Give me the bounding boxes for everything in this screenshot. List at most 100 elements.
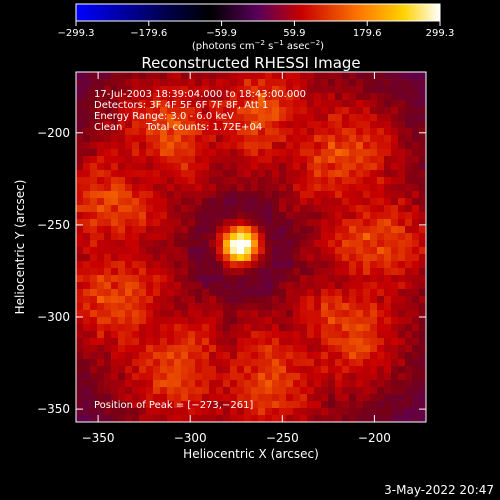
heatmap-cell xyxy=(104,303,112,311)
heatmap-cell xyxy=(419,191,426,199)
heatmap-cell xyxy=(391,324,399,332)
heatmap-cell xyxy=(370,107,378,115)
heatmap-cell xyxy=(202,268,210,276)
heatmap-cell xyxy=(139,394,147,402)
heatmap-cell xyxy=(174,226,182,234)
heatmap-cell xyxy=(279,331,287,339)
heatmap-cell xyxy=(90,324,98,332)
heatmap-cell xyxy=(321,128,329,136)
heatmap-cell xyxy=(230,254,238,262)
heatmap-cell xyxy=(118,212,126,220)
heatmap-cell xyxy=(342,268,350,276)
heatmap-cell xyxy=(167,72,175,80)
heatmap-cell xyxy=(139,121,147,129)
heatmap-cell xyxy=(286,191,294,199)
heatmap-cell xyxy=(167,142,175,150)
heatmap-cell xyxy=(412,93,420,101)
heatmap-cell xyxy=(258,387,266,395)
heatmap-cell xyxy=(153,219,161,227)
heatmap-cell xyxy=(244,142,252,150)
heatmap-cell xyxy=(223,114,231,122)
heatmap-cell xyxy=(139,345,147,353)
heatmap-cell xyxy=(412,261,420,269)
heatmap-cell xyxy=(160,303,168,311)
heatmap-cell xyxy=(181,86,189,94)
heatmap-cell xyxy=(279,289,287,297)
heatmap-cell xyxy=(160,184,168,192)
heatmap-cell xyxy=(111,317,119,325)
heatmap-cell xyxy=(314,135,322,143)
heatmap-cell xyxy=(111,268,119,276)
heatmap-cell xyxy=(97,177,105,185)
heatmap-cell xyxy=(118,303,126,311)
heatmap-cell xyxy=(244,163,252,171)
heatmap-cell xyxy=(258,79,266,87)
heatmap-cell xyxy=(356,163,364,171)
heatmap-cell xyxy=(139,191,147,199)
heatmap-cell xyxy=(356,268,364,276)
heatmap-cell xyxy=(251,268,259,276)
heatmap-cell xyxy=(391,226,399,234)
heatmap-cell xyxy=(419,121,426,129)
heatmap-cell xyxy=(167,219,175,227)
heatmap-cell xyxy=(132,184,140,192)
heatmap-cell xyxy=(209,352,217,360)
heatmap-cell xyxy=(104,121,112,129)
heatmap-cell xyxy=(328,359,336,367)
heatmap-cell xyxy=(202,149,210,157)
heatmap-cell xyxy=(216,415,224,422)
heatmap-cell xyxy=(356,387,364,395)
heatmap-cell xyxy=(398,86,406,94)
heatmap-cell xyxy=(398,156,406,164)
heatmap-cell xyxy=(412,233,420,241)
heatmap-cell xyxy=(90,198,98,206)
heatmap-cell xyxy=(412,401,420,409)
heatmap-cell xyxy=(188,170,196,178)
heatmap-cell xyxy=(265,345,273,353)
heatmap-cell xyxy=(307,373,315,381)
heatmap-cell xyxy=(118,177,126,185)
heatmap-cell xyxy=(244,212,252,220)
heatmap-cell xyxy=(363,331,371,339)
heatmap-cell xyxy=(202,394,210,402)
heatmap-cell xyxy=(111,156,119,164)
heatmap-cell xyxy=(188,149,196,157)
heatmap-cell xyxy=(279,359,287,367)
heatmap-cell xyxy=(216,170,224,178)
heatmap-cell xyxy=(286,359,294,367)
heatmap-cell xyxy=(272,401,280,409)
heatmap-cell xyxy=(251,240,259,248)
heatmap-cell xyxy=(174,93,182,101)
heatmap-cell xyxy=(104,296,112,304)
heatmap-cell xyxy=(356,261,364,269)
heatmap-cell xyxy=(111,324,119,332)
heatmap-cell xyxy=(244,366,252,374)
heatmap-cell xyxy=(419,352,426,360)
heatmap-cell xyxy=(321,303,329,311)
heatmap-cell xyxy=(188,401,196,409)
heatmap-cell xyxy=(83,296,91,304)
heatmap-cell xyxy=(391,177,399,185)
heatmap-cell xyxy=(188,345,196,353)
heatmap-cell xyxy=(90,247,98,255)
heatmap-cell xyxy=(391,240,399,248)
heatmap-cell xyxy=(265,282,273,290)
heatmap-cell xyxy=(356,107,364,115)
heatmap-cell xyxy=(384,394,392,402)
heatmap-cell xyxy=(370,345,378,353)
heatmap-cell xyxy=(174,401,182,409)
heatmap-cell xyxy=(356,142,364,150)
heatmap-cell xyxy=(286,212,294,220)
heatmap-cell xyxy=(335,149,343,157)
heatmap-cell xyxy=(188,373,196,381)
heatmap-cell xyxy=(104,93,112,101)
heatmap-cell xyxy=(237,268,245,276)
heatmap-cell xyxy=(153,100,161,108)
heatmap-cell xyxy=(230,317,238,325)
heatmap-cell xyxy=(370,352,378,360)
heatmap-cell xyxy=(90,233,98,241)
heatmap-cell xyxy=(321,282,329,290)
heatmap-cell xyxy=(391,359,399,367)
heatmap-cell xyxy=(153,387,161,395)
heatmap-cell xyxy=(146,107,154,115)
